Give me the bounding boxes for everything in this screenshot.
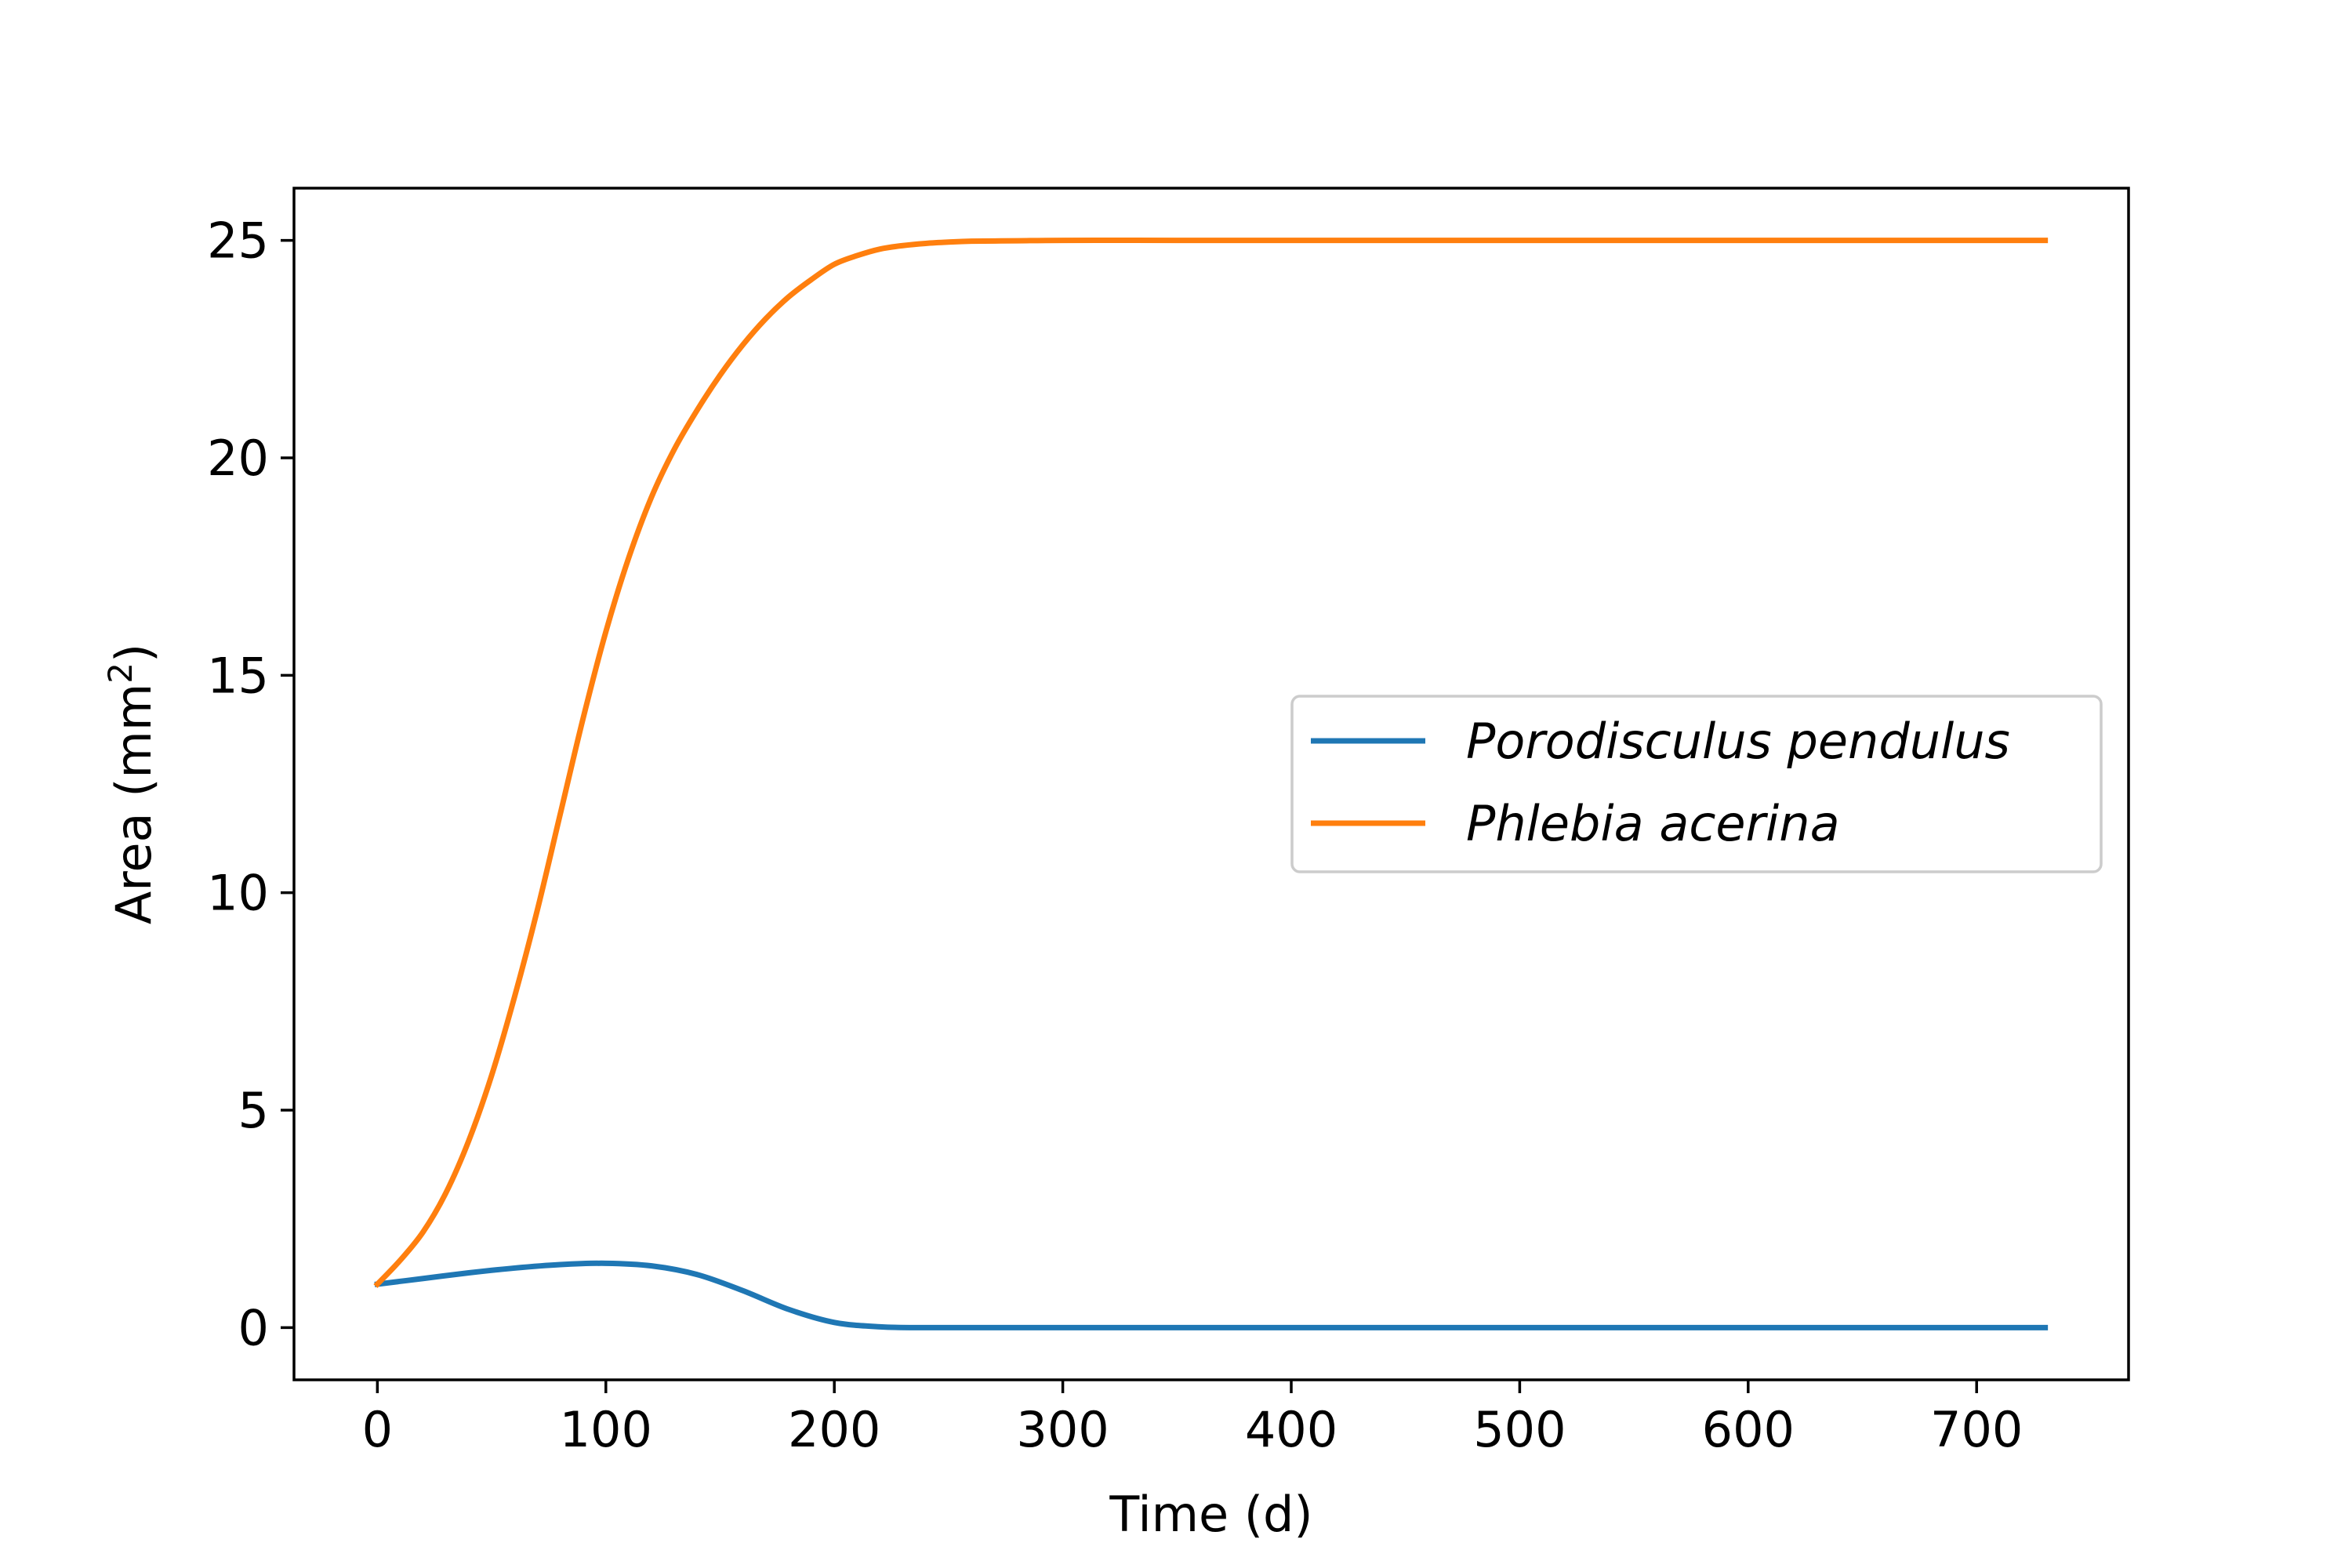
y-axis-title: Area (mm2) [101, 644, 162, 924]
y-axis-title-end: ) [105, 644, 162, 662]
y-tick-label: 10 [207, 865, 269, 922]
x-axis-ticks: 0 100 200 300 400 500 600 700 [362, 1380, 2023, 1458]
y-tick-label: 20 [207, 430, 269, 487]
x-tick-label: 700 [1930, 1401, 2023, 1458]
x-tick-label: 500 [1473, 1401, 1566, 1458]
y-tick-label: 25 [207, 212, 269, 270]
legend: Porodisculus pendulus Phlebia acerina [1290, 695, 2103, 873]
x-axis-title: Time (d) [1109, 1486, 1312, 1543]
legend-box [1290, 695, 2103, 873]
y-tick-label: 15 [207, 647, 269, 704]
x-tick-label: 100 [560, 1401, 652, 1458]
x-tick-label: 200 [788, 1401, 880, 1458]
series-line-phlebia-acerina [373, 238, 2049, 1288]
legend-label-phlebia: Phlebia acerina [1466, 795, 1840, 852]
x-tick-label: 400 [1245, 1401, 1338, 1458]
y-axis-title-main: Area (mm [105, 684, 162, 924]
x-tick-label: 0 [362, 1401, 393, 1458]
y-tick-label: 5 [238, 1082, 269, 1139]
legend-label-porodisculus: Porodisculus pendulus [1466, 713, 2010, 770]
series-layer [373, 238, 2049, 1331]
y-axis-ticks: 0 5 10 15 20 25 [207, 212, 294, 1356]
x-tick-label: 300 [1016, 1401, 1109, 1458]
y-tick-label: 0 [238, 1299, 269, 1356]
x-tick-label: 600 [1702, 1401, 1795, 1458]
series-line-porodisculus-pendulus [374, 1260, 2049, 1331]
y-axis-title-superscript: 2 [101, 662, 140, 684]
plot-frame [292, 187, 2130, 1381]
